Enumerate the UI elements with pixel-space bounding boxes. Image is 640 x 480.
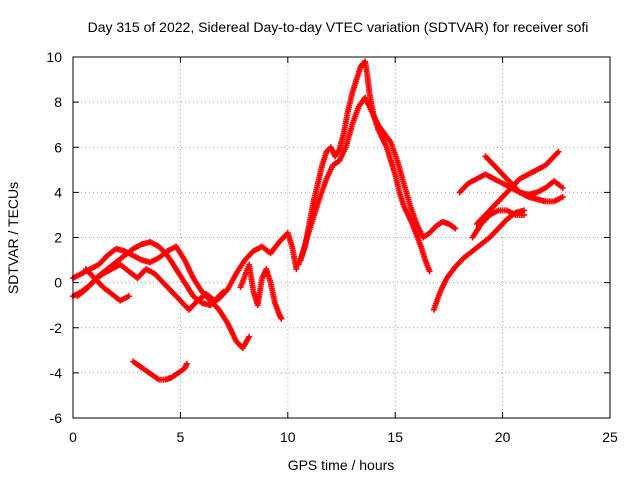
data-point [220,288,227,295]
series-track-k [473,148,562,227]
series-track-l [469,207,528,241]
y-tick-label: -6 [50,410,63,426]
y-tick-label: 2 [54,230,62,246]
series-track-e [237,261,285,322]
y-tick-label: 6 [54,139,62,155]
x-tick-label: 25 [602,429,618,445]
y-tick-labels: -6 -4 -2 0 2 4 6 8 10 [46,49,62,426]
x-tick-labels: 0 5 10 15 20 25 [69,429,618,445]
y-tick-label: 4 [54,184,62,200]
data-point [559,193,566,200]
y-tick-label: 10 [46,49,62,65]
data-point [426,268,433,275]
axis-ticks [72,56,611,419]
y-tick-label: -4 [50,365,63,381]
data-point [521,211,528,218]
x-tick-label: 15 [387,429,403,445]
series-track-m [130,358,190,383]
chart-title: Day 315 of 2022, Sidereal Day-to-day VTE… [88,19,589,35]
series-track-d [82,266,132,304]
series-track-h [430,207,528,313]
data-point [555,148,562,155]
data-point [125,293,132,300]
x-tick-label: 0 [69,429,77,445]
y-tick-label: 0 [54,275,62,291]
series-track-f [295,58,433,275]
data-point [293,266,300,273]
data-point [183,360,190,367]
x-axis-label: GPS time / hours [288,457,395,473]
y-tick-label: -2 [50,320,63,336]
series-track-a [70,243,253,352]
data-marks [70,58,566,383]
series-track-g [297,94,459,264]
data-point [246,333,253,340]
x-tick-label: 10 [280,429,296,445]
x-tick-label: 5 [177,429,185,445]
grid [73,57,610,418]
series-track-c [74,261,227,313]
x-tick-label: 20 [495,429,511,445]
y-axis-label: SDTVAR / TECUs [5,182,21,294]
data-point [452,225,459,232]
y-tick-label: 8 [54,94,62,110]
data-point [278,315,285,322]
data-point [559,184,566,191]
